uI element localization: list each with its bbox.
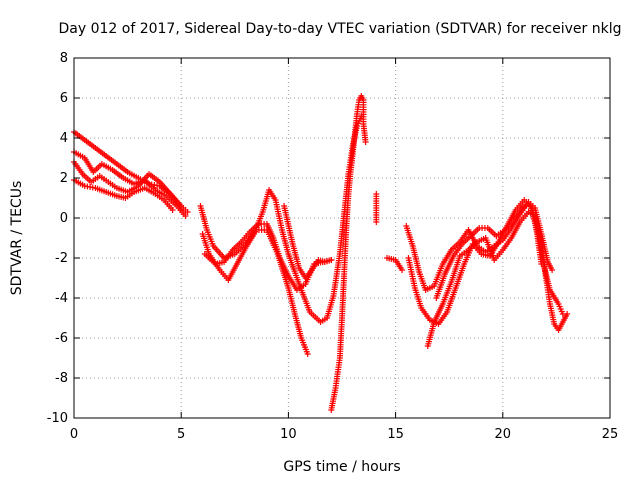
data-point (362, 139, 369, 145)
data-point (178, 205, 185, 211)
data-point (399, 267, 406, 273)
data-point (169, 207, 176, 213)
y-tick-label: 2 (60, 171, 68, 186)
y-tick-label: 8 (60, 51, 68, 66)
y-tick-label: -6 (55, 331, 68, 346)
data-point (564, 311, 571, 317)
data-point (328, 257, 335, 263)
series-track-4 (71, 177, 176, 213)
plot-frame (73, 57, 611, 419)
x-tick-label: 15 (387, 427, 404, 442)
data-point (373, 219, 380, 225)
x-tick-label: 0 (70, 427, 78, 442)
x-axis-label: GPS time / hours (283, 459, 400, 475)
data-point (538, 261, 545, 267)
data-point (184, 209, 191, 215)
series-track-8 (281, 203, 335, 281)
y-tick-label: 0 (60, 211, 68, 226)
series-track-6 (199, 113, 365, 325)
y-tick-label: -8 (55, 371, 68, 386)
x-tick-label: 25 (602, 427, 619, 442)
series-track-10 (373, 191, 380, 225)
x-tick-label: 10 (280, 427, 297, 442)
series-track-15 (433, 201, 545, 301)
y-axis-label: SDTVAR / TECUs (9, 181, 25, 296)
data-point (549, 267, 556, 273)
y-tick-label: 6 (60, 91, 68, 106)
y-tick-label: -10 (47, 411, 68, 426)
series-track-7 (201, 221, 335, 293)
y-tick-label: 4 (60, 131, 68, 146)
axis-ticks: 0 5 10 15 20 25 -10 -8 -6 -4 -2 0 2 4 6 8 (47, 51, 619, 442)
data-point (182, 213, 189, 219)
series-track-9 (328, 93, 369, 413)
x-tick-label: 5 (177, 427, 185, 442)
series-track-11 (384, 255, 406, 273)
y-tick-label: -2 (55, 251, 68, 266)
chart-title: Day 012 of 2017, Sidereal Day-to-day VTE… (59, 21, 622, 37)
data-point (304, 351, 311, 357)
x-tick-label: 20 (495, 427, 512, 442)
y-tick-label: -4 (55, 291, 68, 306)
data-points (71, 93, 571, 413)
